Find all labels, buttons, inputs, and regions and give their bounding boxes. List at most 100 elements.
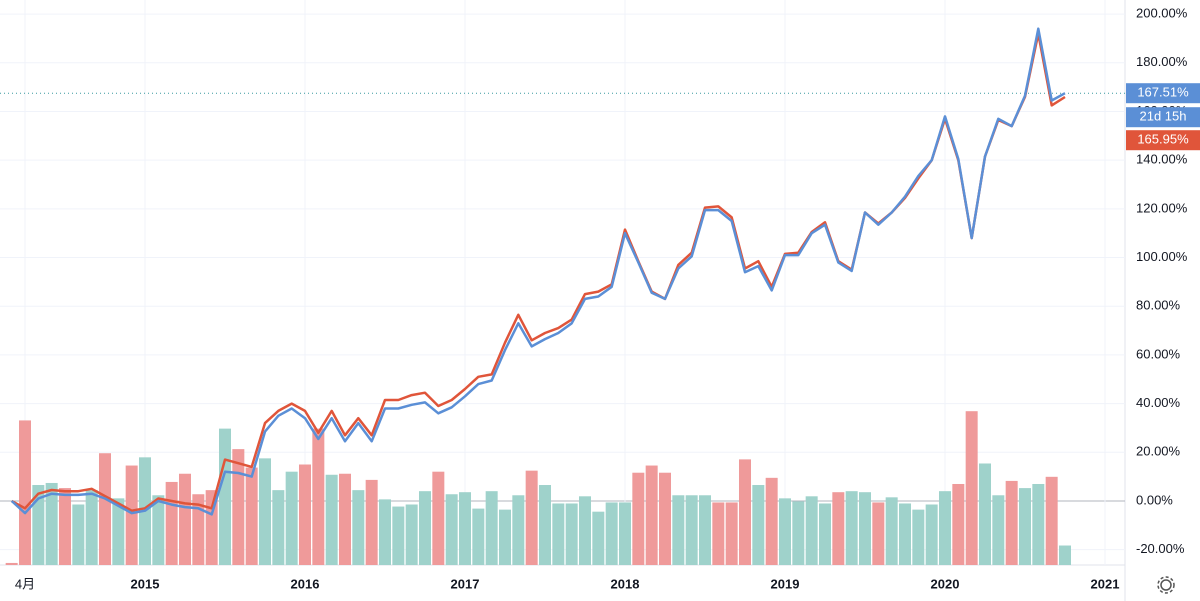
volume-bar	[1019, 488, 1031, 565]
red-value-label: 165.95%	[1137, 132, 1189, 147]
volume-bar	[925, 504, 938, 565]
y-tick-label: 60.00%	[1136, 346, 1181, 361]
volume-bar	[965, 411, 978, 565]
volume-bar	[245, 467, 258, 565]
volume-bar	[485, 491, 498, 565]
volume-bar	[392, 506, 405, 565]
volume-bar	[792, 501, 805, 565]
volume-bar	[219, 428, 231, 565]
data-line	[11, 32, 1066, 512]
volume-bar	[192, 494, 205, 565]
volume-bar	[699, 495, 711, 565]
x-tick-label: 2017	[451, 576, 480, 591]
volume-bar	[605, 502, 618, 565]
blue-value-label: 167.51%	[1137, 85, 1189, 100]
data-line	[10, 27, 1066, 516]
volume-bar	[619, 502, 631, 565]
volume-bar	[405, 504, 418, 565]
y-tick-label: 120.00%	[1136, 200, 1188, 215]
volume-bar	[325, 474, 338, 565]
volume-bar	[232, 449, 245, 565]
volume-bar	[419, 491, 431, 565]
x-tick-label: 2015	[131, 576, 160, 591]
volume-bar	[1005, 480, 1018, 565]
volume-bar	[99, 453, 111, 565]
volume-bar	[832, 492, 845, 565]
volume-bar	[179, 473, 191, 565]
volume-bar	[459, 492, 471, 565]
countdown-label-box	[1126, 107, 1200, 128]
volume-bar	[819, 503, 831, 565]
volume-bar	[1045, 476, 1058, 565]
volume-bar	[552, 503, 565, 565]
volume-bar	[165, 481, 178, 565]
x-tick-label: 4月	[15, 576, 35, 591]
volume-bar	[365, 479, 378, 565]
volume-bar	[765, 477, 778, 565]
settings-icon[interactable]	[1157, 576, 1175, 594]
red-value-label-box	[1126, 130, 1200, 151]
volume-bar	[632, 472, 645, 565]
volume-bar	[939, 491, 951, 565]
y-tick-label: 20.00%	[1136, 444, 1181, 459]
x-tick-label: 2016	[291, 576, 320, 591]
gear-teeth	[1157, 576, 1175, 594]
volume-bar	[59, 488, 71, 565]
volume-bar	[112, 498, 125, 565]
volume-bar	[725, 502, 738, 565]
volume-bar	[299, 464, 311, 565]
volume-bar	[512, 495, 525, 565]
volume-bar	[45, 482, 58, 565]
volume-bar	[312, 428, 325, 565]
volume-bar	[259, 458, 271, 565]
volume-bar	[85, 490, 98, 565]
x-tick-label: 2018	[611, 576, 640, 591]
volume-bar	[1032, 483, 1045, 565]
volume-bar	[712, 502, 725, 565]
x-tick-label: 2019	[771, 576, 800, 591]
volume-bar	[952, 483, 965, 565]
y-tick-label: -20.00%	[1136, 541, 1185, 556]
volume-bar	[379, 499, 391, 565]
volume-bar	[72, 504, 85, 565]
volume-bar	[445, 494, 458, 565]
volume-bar	[645, 465, 658, 565]
volume-bar	[432, 471, 445, 565]
volume-bar	[752, 485, 765, 565]
volume-bar	[125, 465, 138, 565]
volume-bar	[499, 509, 511, 565]
volume-bar	[472, 508, 485, 565]
volume-bar	[152, 495, 165, 565]
x-tick-label: 2021	[1091, 576, 1120, 591]
volume-bar	[899, 503, 911, 565]
y-tick-label: 140.00%	[1136, 152, 1188, 167]
volume-bar	[859, 492, 871, 565]
x-tick-label: 2020	[931, 576, 960, 591]
blue-value-label-box	[1126, 83, 1200, 104]
volume-bar	[872, 502, 885, 565]
volume-bar	[779, 498, 791, 565]
volume-bar	[992, 495, 1005, 565]
volume-bar	[805, 496, 818, 565]
volume-bar	[592, 511, 605, 565]
volume-bar	[739, 459, 751, 565]
y-tick-label: 200.00%	[1136, 6, 1188, 21]
volume-bar	[579, 496, 591, 565]
volume-bar	[565, 503, 578, 565]
volume-bar	[845, 491, 858, 565]
volume-bar	[19, 420, 31, 565]
volume-bar	[285, 471, 298, 565]
y-tick-label: 180.00%	[1136, 54, 1188, 69]
volume-bar	[659, 472, 671, 565]
y-tick-label: 40.00%	[1136, 395, 1181, 410]
volume-bar	[539, 485, 551, 565]
volume-bar	[1059, 545, 1071, 565]
volume-bar	[685, 495, 698, 565]
y-tick-label: 80.00%	[1136, 298, 1181, 313]
volume-bar	[912, 509, 925, 565]
y-tick-label: 100.00%	[1136, 249, 1188, 264]
gear-inner	[1160, 579, 1172, 591]
volume-bar	[272, 490, 285, 565]
volume-bar	[672, 495, 685, 565]
